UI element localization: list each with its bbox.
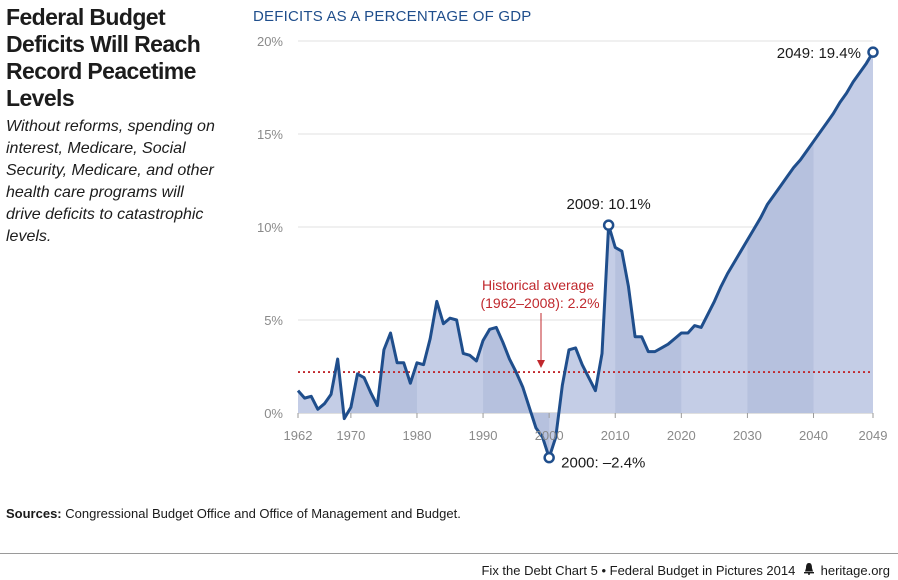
annotation-marker-2000 (543, 451, 555, 464)
series-line-group (296, 51, 875, 460)
annotation-label-2009: 2009: 10.1% (567, 196, 651, 213)
y-tick-label-20: 20% (257, 34, 283, 49)
y-axis: 0% 5% 10% 15% 20% (257, 34, 283, 421)
reference-pointer-arrow (537, 360, 545, 368)
x-tick-label-1990: 1990 (469, 428, 498, 443)
sources-note: Sources: Congressional Budget Office and… (6, 506, 461, 521)
y-tick-label-15: 15% (257, 127, 283, 142)
reference-line-group: Historical average (1962–2008): 2.2% (298, 277, 873, 373)
x-tick-label-2040: 2040 (799, 428, 828, 443)
annotations: 2000: –2.4% 2009: 10.1% 2049: 19.4% (543, 45, 879, 472)
annotation-label-2049: 2049: 19.4% (777, 45, 861, 62)
reference-label-line2: (1962–2008): 2.2% (480, 295, 599, 311)
chart-title: DEFICITS AS A PERCENTAGE OF GDP (253, 8, 532, 25)
footer-chart-id: Fix the Debt Chart 5 (481, 563, 598, 578)
x-tick-label-1970: 1970 (336, 428, 365, 443)
x-tick-label-2049: 2049 (859, 428, 888, 443)
deficit-chart: Historical average (1962–2008): 2.2% 1962… (257, 34, 888, 472)
decade-band (615, 52, 682, 458)
sources-label: Sources: (6, 506, 62, 521)
x-tick-label-2000: 2000 (535, 428, 564, 443)
page-subtitle: Without reforms, spending on interest, M… (6, 118, 215, 245)
liberty-bell-icon (803, 562, 815, 578)
page-title: Federal Budget Deficits Will Reach Recor… (6, 4, 201, 111)
footer-bullet: • (601, 563, 606, 578)
x-tick-label-1980: 1980 (403, 428, 432, 443)
annotation-marker-2009 (602, 219, 615, 231)
annotation-marker-2049 (867, 46, 879, 58)
y-tick-label-5: 5% (264, 313, 283, 328)
footer-site-link[interactable]: heritage.org (820, 563, 890, 578)
decade-band (483, 52, 550, 458)
decade-band (747, 52, 814, 458)
area-fill (298, 52, 873, 458)
y-tick-label-10: 10% (257, 220, 283, 235)
footer-publication: Federal Budget in Pictures 2014 (609, 563, 796, 578)
x-tick-label-1962: 1962 (284, 428, 313, 443)
x-axis: 1962 1970 1980 1990 2000 2010 2020 2030 2040 2049 (284, 413, 888, 443)
x-tick-label-2010: 2010 (601, 428, 630, 443)
x-tick-label-2020: 2020 (667, 428, 696, 443)
reference-label-line1: Historical average (482, 277, 594, 293)
decade-band (350, 52, 417, 458)
footer: Fix the Debt Chart 5 • Federal Budget in… (481, 562, 890, 578)
sources-text: Congressional Budget Office and Office o… (65, 506, 461, 521)
y-tick-label-0: 0% (264, 406, 283, 421)
area-fill-path (298, 52, 873, 458)
x-tick-label-2030: 2030 (733, 428, 762, 443)
annotation-label-2000: 2000: –2.4% (561, 455, 645, 472)
deficit-series-line (296, 51, 875, 460)
footer-divider (0, 553, 898, 554)
